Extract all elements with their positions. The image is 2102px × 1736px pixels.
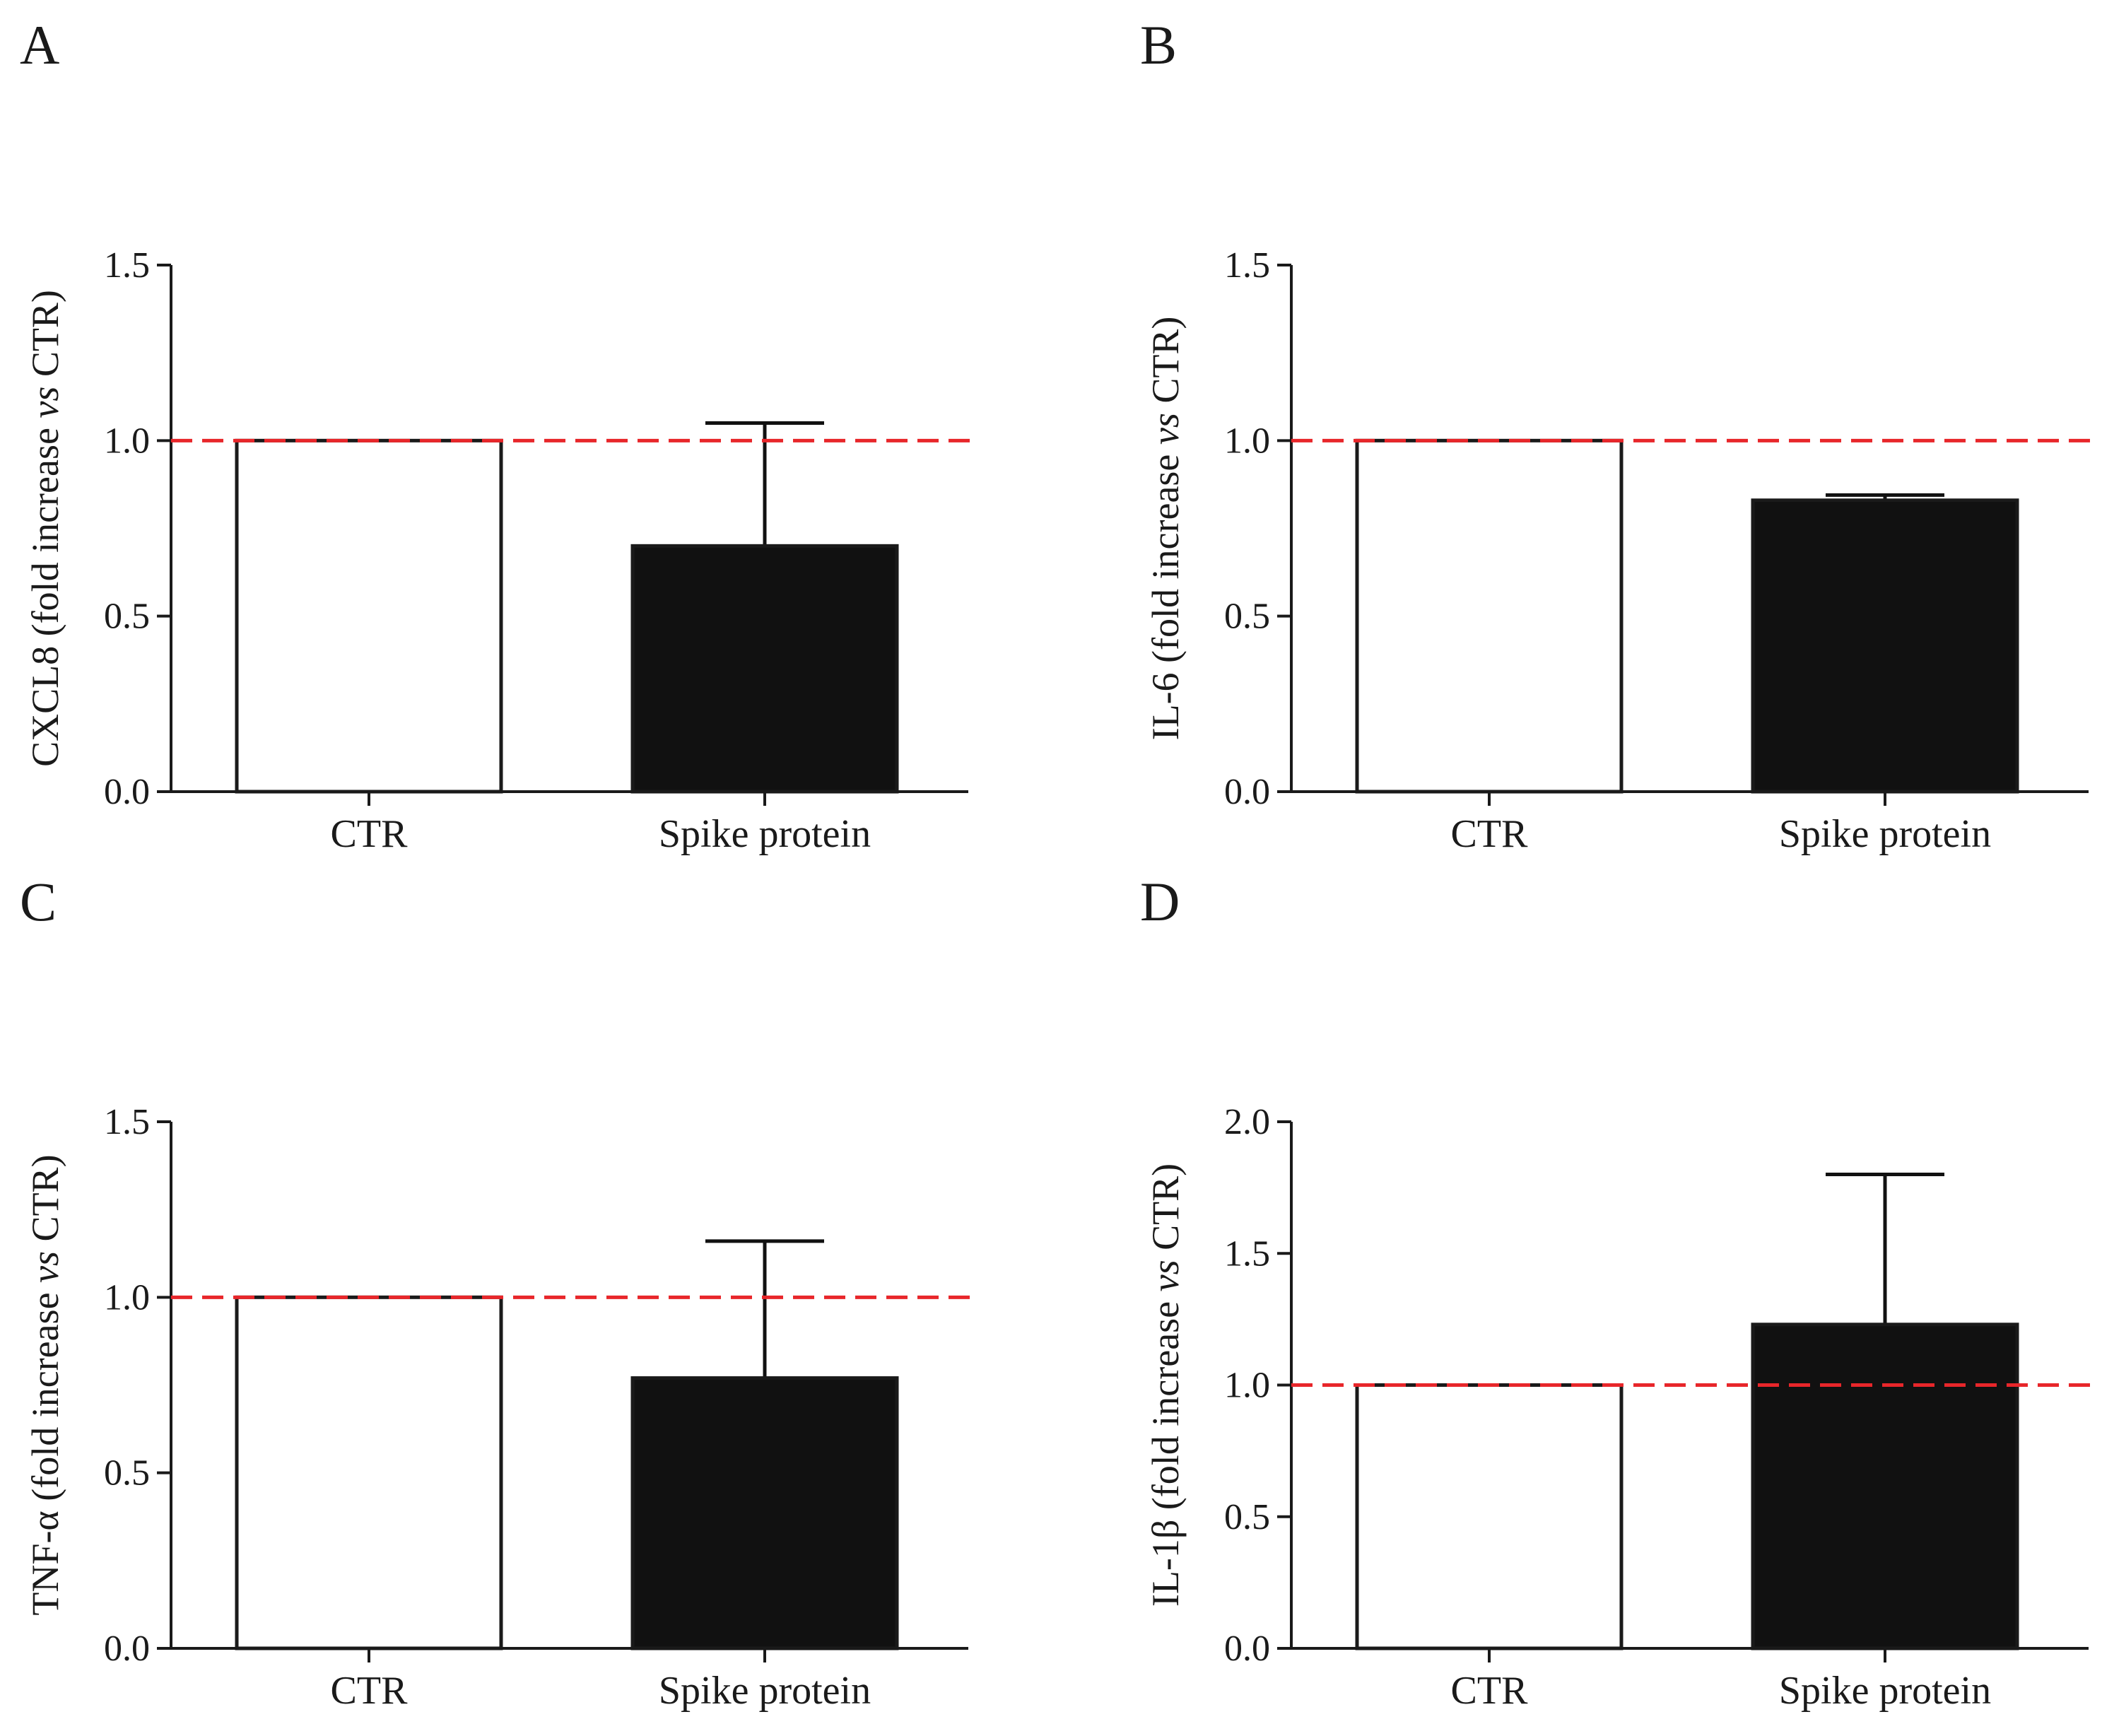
y-axis-label: IL-6 (fold increase vs CTR) [1144,317,1187,741]
chart-panel-c: C 0.0 0.5 1.0 1.5 CTR Spike protein TNF-α (fold… [20,871,975,1713]
y-tick-label: 0.5 [104,1453,150,1494]
y-tick-label: 0.5 [104,597,150,637]
y-tick-label: 1.5 [104,1102,150,1142]
y-tick-label: 0.5 [1224,597,1270,637]
x-tick-label: CTR [331,1669,409,1713]
chart-panel-d: D 0.0 0.5 1.0 1.5 2.0 CTR Spike protein IL-1β (f… [1140,871,2096,1713]
x-tick-label: Spike protein [1779,812,1991,856]
x-tick-label: CTR [331,812,409,856]
bar-spike-protein [630,544,899,794]
bar-spike-protein [1751,498,2019,794]
y-tick-label: 0.0 [104,1629,150,1669]
y-tick-label: 1.0 [1224,421,1270,461]
bar-ctr [235,1295,503,1650]
bar-ctr [1355,1383,1624,1650]
y-axis-label-part: vs [1144,413,1187,445]
y-axis-label-part: TNF-α (fold increase [24,1283,66,1616]
x-tick-label: Spike protein [659,1669,871,1713]
y-axis-label-part: vs [24,387,66,418]
y-axis-label-part: IL-6 (fold increase [1144,445,1187,740]
y-tick-label: 1.0 [104,1277,150,1318]
y-tick-label: 0.0 [1224,1629,1270,1669]
bar-spike-protein [630,1376,899,1650]
y-axis-label-part: IL-1β (fold increase [1144,1291,1187,1607]
x-tick-label: CTR [1451,1669,1529,1713]
y-axis-label: IL-1β (fold increase vs CTR) [1144,1163,1187,1607]
chart-panel-b: B 0.0 0.5 1.0 1.5 CTR Spike protein IL-6 (fold … [1140,14,2096,856]
x-tick-label: CTR [1451,812,1529,856]
y-axis-label-part: CTR) [24,290,66,387]
y-tick-label: 1.5 [1224,1233,1270,1274]
y-tick-label: 0.5 [1224,1497,1270,1537]
y-tick-label: 0.0 [1224,772,1270,812]
y-axis-label-part: vs [24,1251,66,1283]
y-axis-label-part: vs [1144,1260,1187,1291]
panel-letter: B [1140,14,1177,76]
x-tick-label: Spike protein [1779,1669,1991,1713]
y-axis-label: TNF-α (fold increase vs CTR) [24,1154,66,1615]
y-tick-label: 1.5 [1224,245,1270,286]
y-axis-label-part: CTR) [24,1154,66,1251]
bar-spike-protein [1751,1322,2019,1650]
x-tick-label: Spike protein [659,812,871,856]
panel-letter: D [1140,871,1180,932]
bar-ctr [1355,438,1624,794]
panel-letter: C [20,871,57,932]
panel-letter: A [20,14,59,76]
y-tick-label: 1.5 [104,245,150,286]
y-axis-label-part: CXCL8 (fold increase [24,418,66,767]
bar-ctr [235,438,503,794]
chart-panel-a: A 0.0 0.5 1.0 1.5 CTR Spike protein CXCL8 (fold… [20,14,975,856]
y-tick-label: 1.0 [104,421,150,461]
y-tick-label: 0.0 [104,772,150,812]
y-tick-label: 2.0 [1224,1102,1270,1142]
y-axis-label: CXCL8 (fold increase vs CTR) [24,290,66,767]
y-axis-label-part: CTR) [1144,1163,1187,1260]
y-axis-label-part: CTR) [1144,317,1187,414]
y-tick-label: 1.0 [1224,1366,1270,1406]
